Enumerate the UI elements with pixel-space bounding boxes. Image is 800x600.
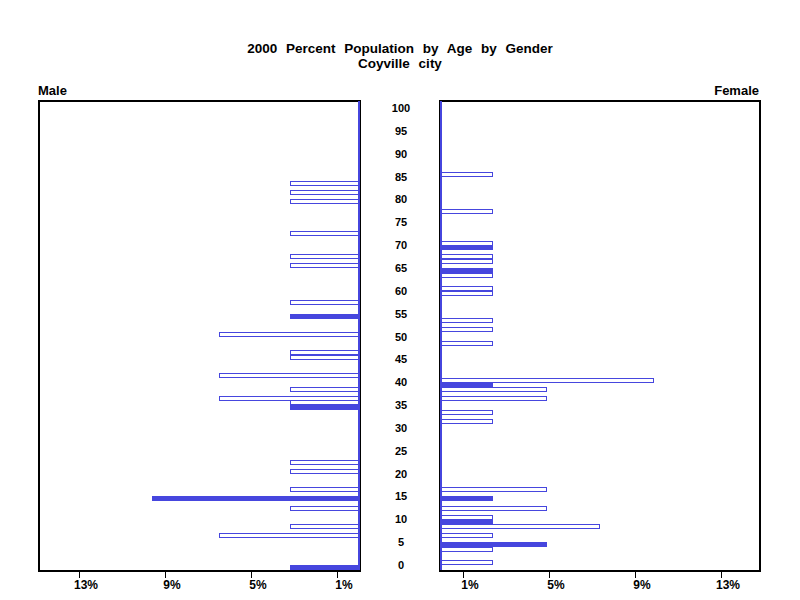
female-bar-age-7 xyxy=(441,533,493,538)
female-bar-age-1 xyxy=(441,560,493,565)
male-bar-age-0 xyxy=(290,565,359,570)
age-tick-label-15: 15 xyxy=(384,490,418,502)
male-bar-age-17 xyxy=(290,487,359,492)
age-tick-label-60: 60 xyxy=(384,285,418,297)
male-bar-age-7 xyxy=(219,533,359,538)
female-bar-age-4 xyxy=(441,547,493,552)
age-sex-pyramid-chart: 2000 Percent Population by Age by Gender… xyxy=(0,0,800,600)
female-bar-age-52 xyxy=(441,327,493,332)
male-bar-age-84 xyxy=(290,181,359,186)
male-panel-label: Male xyxy=(38,83,67,98)
female-bar-age-54 xyxy=(441,318,493,323)
age-tick-label-5: 5 xyxy=(384,536,418,548)
age-tick-label-0: 0 xyxy=(384,559,418,571)
male-percent-tick-label-5: 5% xyxy=(236,578,280,592)
male-bar-age-13 xyxy=(290,506,359,511)
female-percent-tick-label-5: 5% xyxy=(534,578,578,592)
female-bar-age-39 xyxy=(441,387,547,392)
female-bar-age-17 xyxy=(441,487,547,492)
male-bar-age-66 xyxy=(290,263,359,268)
age-tick-label-100: 100 xyxy=(384,102,418,114)
chart-title: 2000 Percent Population by Age by Gender xyxy=(0,41,800,56)
male-bar-age-35 xyxy=(290,405,359,410)
male-bar-age-9 xyxy=(290,524,359,529)
age-tick-label-75: 75 xyxy=(384,216,418,228)
female-bar-age-64 xyxy=(441,273,493,278)
male-bar-age-21 xyxy=(290,469,359,474)
age-tick-label-70: 70 xyxy=(384,239,418,251)
male-bar-age-42 xyxy=(219,373,359,378)
male-bar-age-15 xyxy=(152,496,359,501)
age-tick-label-45: 45 xyxy=(384,353,418,365)
male-percent-tick-label-13: 13% xyxy=(64,578,108,592)
female-bar-age-13 xyxy=(441,506,547,511)
male-bar-age-51 xyxy=(219,332,359,337)
male-bar-age-46 xyxy=(290,355,359,360)
female-percent-tick-label-9: 9% xyxy=(620,578,664,592)
female-bar-age-67 xyxy=(441,259,493,264)
age-tick-label-80: 80 xyxy=(384,193,418,205)
age-tick-label-55: 55 xyxy=(384,308,418,320)
male-percent-tick-label-1: 1% xyxy=(322,578,366,592)
male-bar-age-68 xyxy=(290,254,359,259)
female-percent-tick-label-1: 1% xyxy=(448,578,492,592)
age-tick-label-35: 35 xyxy=(384,399,418,411)
female-bar-age-15 xyxy=(441,496,493,501)
female-bar-age-78 xyxy=(441,209,493,214)
age-tick-label-10: 10 xyxy=(384,513,418,525)
female-bar-age-9 xyxy=(441,524,600,529)
male-bar-age-82 xyxy=(290,190,359,195)
male-bar-age-73 xyxy=(290,231,359,236)
age-tick-label-20: 20 xyxy=(384,468,418,480)
male-bar-age-55 xyxy=(290,314,359,319)
female-bar-age-86 xyxy=(441,172,493,177)
female-bar-age-32 xyxy=(441,419,493,424)
age-tick-label-30: 30 xyxy=(384,422,418,434)
age-tick-label-40: 40 xyxy=(384,376,418,388)
female-panel-label: Female xyxy=(640,83,759,98)
female-bar-age-49 xyxy=(441,341,493,346)
male-bar-age-39 xyxy=(290,387,359,392)
age-tick-label-50: 50 xyxy=(384,331,418,343)
male-bar-age-23 xyxy=(290,460,359,465)
age-tick-label-65: 65 xyxy=(384,262,418,274)
chart-subtitle: Coyville city xyxy=(0,56,800,71)
female-bar-age-34 xyxy=(441,410,493,415)
female-percent-tick-label-13: 13% xyxy=(706,578,750,592)
age-tick-label-25: 25 xyxy=(384,445,418,457)
age-tick-label-85: 85 xyxy=(384,171,418,183)
female-bar-age-60 xyxy=(441,291,493,296)
female-bar-age-70 xyxy=(441,245,493,250)
male-bar-age-58 xyxy=(290,300,359,305)
age-tick-label-90: 90 xyxy=(384,148,418,160)
age-tick-label-95: 95 xyxy=(384,125,418,137)
male-percent-tick-label-9: 9% xyxy=(150,578,194,592)
female-panel-frame xyxy=(439,100,761,572)
female-bar-age-37 xyxy=(441,396,547,401)
male-bar-age-80 xyxy=(290,199,359,204)
